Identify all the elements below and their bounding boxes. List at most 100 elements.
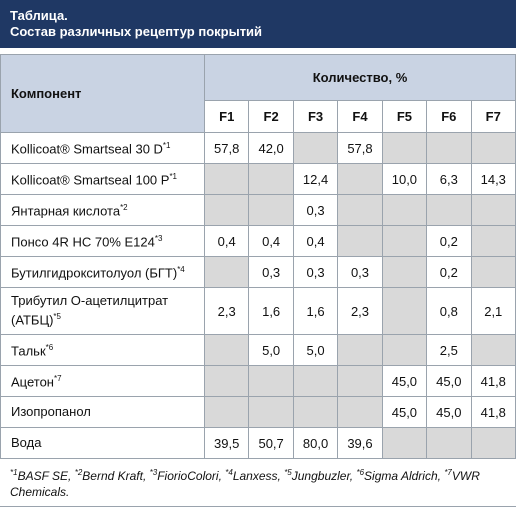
column-header: F2 bbox=[248, 100, 294, 133]
value-cell: 2,3 bbox=[203, 287, 250, 335]
value-cell: 1,6 bbox=[292, 287, 339, 335]
row-label: Kollicoat® Smartseal 100 P*1 bbox=[0, 163, 205, 195]
footnote: *7VWR Chemicals. bbox=[10, 468, 480, 499]
value-cell: 57,8 bbox=[203, 132, 250, 164]
row-label-text: Kollicoat® Smartseal 30 D bbox=[11, 141, 163, 157]
footnote-name: Lanxess, bbox=[232, 469, 281, 483]
footnote-mark: *2 bbox=[74, 468, 83, 477]
empty-cell bbox=[381, 132, 428, 164]
column-header: F1 bbox=[203, 100, 250, 133]
value-cell: 41,8 bbox=[470, 365, 516, 397]
footnote: *5Jungbuzler, bbox=[284, 468, 354, 483]
empty-cell bbox=[470, 334, 516, 366]
row-label-text: Изопропанол bbox=[11, 404, 91, 419]
value-cell: 39,6 bbox=[337, 427, 383, 459]
value-cell: 14,3 bbox=[470, 163, 516, 195]
row-label: Kollicoat® Smartseal 30 D*1 bbox=[0, 132, 205, 164]
row-label-text: Тальк bbox=[11, 343, 46, 359]
value-cell: 80,0 bbox=[292, 427, 339, 459]
table-row: Янтарная кислота*2 0,3 bbox=[0, 194, 516, 226]
empty-cell bbox=[470, 427, 516, 459]
value-cell: 45,0 bbox=[381, 396, 428, 428]
footnote-mark: *1 bbox=[162, 141, 171, 151]
table-row: Понсо 4R HC 70% E124*3 0,4 0,4 0,4 0,2 bbox=[0, 225, 516, 257]
empty-cell bbox=[470, 256, 516, 288]
empty-cell bbox=[248, 163, 294, 195]
value-cell: 5,0 bbox=[248, 334, 294, 366]
table-row: Тальк*6 5,0 5,0 2,5 bbox=[0, 334, 516, 366]
empty-cell bbox=[337, 225, 383, 257]
header-label: Таблица. bbox=[10, 8, 68, 23]
value-cell: 39,5 bbox=[203, 427, 250, 459]
row-label-text: Понсо 4R HC 70% E124 bbox=[11, 234, 155, 250]
footnote-mark: *6 bbox=[45, 343, 54, 353]
component-header: Компонент bbox=[0, 54, 205, 133]
value-cell: 12,4 bbox=[292, 163, 339, 195]
footnote-name: Bernd Kraft, bbox=[82, 469, 147, 483]
value-cell: 0,4 bbox=[292, 225, 339, 257]
footnote: *4Lanxess, bbox=[225, 468, 281, 483]
row-label-text: Kollicoat® Smartseal 100 P bbox=[11, 172, 170, 188]
column-header: F4 bbox=[337, 100, 383, 133]
empty-cell bbox=[381, 225, 428, 257]
value-cell: 0,3 bbox=[337, 256, 383, 288]
table-row: Бутилгидрокситолуол (БГТ)*4 0,3 0,3 0,3 0,2 bbox=[0, 256, 516, 288]
value-cell: 0,2 bbox=[426, 225, 472, 257]
empty-cell bbox=[337, 163, 383, 195]
value-cell: 2,3 bbox=[337, 287, 383, 335]
footnote-mark: *7 bbox=[444, 468, 452, 477]
empty-cell bbox=[292, 132, 339, 164]
footnote-mark: *1 bbox=[10, 468, 18, 477]
table-row: Изопропанол 45,0 45,0 41,8 bbox=[0, 396, 516, 428]
footnote: *3FiorioColori, bbox=[149, 468, 222, 483]
empty-cell bbox=[381, 334, 428, 366]
table-row: Вода 39,5 50,7 80,0 39,6 bbox=[0, 427, 516, 459]
footnote-mark: *3 bbox=[149, 468, 158, 477]
value-cell: 1,6 bbox=[248, 287, 294, 335]
header: Таблица. Состав различных рецептур покры… bbox=[0, 0, 516, 48]
value-cell: 0,2 bbox=[426, 256, 472, 288]
empty-cell bbox=[337, 365, 383, 397]
empty-cell bbox=[337, 194, 383, 226]
empty-cell bbox=[381, 194, 428, 226]
table: Компонент Количество, % F1 F2 F3 F4 F5 F6 F7 K… bbox=[0, 54, 516, 459]
empty-cell bbox=[248, 194, 294, 226]
footnote-mark: *4 bbox=[177, 265, 185, 275]
row-label-text: Бутилгидрокситолуол (БГТ) bbox=[11, 265, 178, 281]
column-header: F3 bbox=[292, 100, 339, 133]
empty-cell bbox=[292, 396, 339, 428]
footnote-mark: *7 bbox=[54, 374, 62, 384]
value-cell: 0,3 bbox=[248, 256, 294, 288]
footnote-name: FiorioColori, bbox=[157, 469, 222, 483]
row-label: Ацетон*7 bbox=[0, 365, 205, 397]
footnote: *6Sigma Aldrich, bbox=[356, 468, 441, 483]
row-label: Янтарная кислота*2 bbox=[0, 194, 205, 226]
empty-cell bbox=[426, 427, 472, 459]
empty-cell bbox=[470, 194, 516, 226]
empty-cell bbox=[203, 194, 250, 226]
value-cell: 45,0 bbox=[381, 365, 428, 397]
footnote-name: Sigma Aldrich, bbox=[364, 469, 441, 483]
value-cell: 0,4 bbox=[203, 225, 250, 257]
footnote-mark: *4 bbox=[225, 468, 233, 477]
empty-cell bbox=[426, 194, 472, 226]
footnote-name: BASF SE, bbox=[17, 469, 72, 483]
value-cell: 10,0 bbox=[381, 163, 428, 195]
value-cell: 45,0 bbox=[426, 396, 472, 428]
row-label-text: Янтарная кислота bbox=[11, 203, 121, 219]
value-cell: 0,3 bbox=[292, 256, 339, 288]
table-row: Kollicoat® Smartseal 30 D*1 57,8 42,0 57,8 bbox=[0, 132, 516, 164]
empty-cell bbox=[381, 427, 428, 459]
footnote-mark: *3 bbox=[154, 234, 163, 244]
footnote-mark: *5 bbox=[284, 468, 292, 477]
value-cell: 2,1 bbox=[470, 287, 516, 335]
value-cell: 50,7 bbox=[248, 427, 294, 459]
table-row: Ацетон*7 45,0 45,0 41,8 bbox=[0, 365, 516, 397]
value-cell: 57,8 bbox=[337, 132, 383, 164]
empty-cell bbox=[203, 163, 250, 195]
row-label: Бутилгидрокситолуол (БГТ)*4 bbox=[0, 256, 205, 288]
footnote-name: Jungbuzler, bbox=[291, 469, 354, 483]
empty-cell bbox=[426, 132, 472, 164]
row-label: Вода bbox=[0, 427, 205, 459]
empty-cell bbox=[203, 365, 250, 397]
